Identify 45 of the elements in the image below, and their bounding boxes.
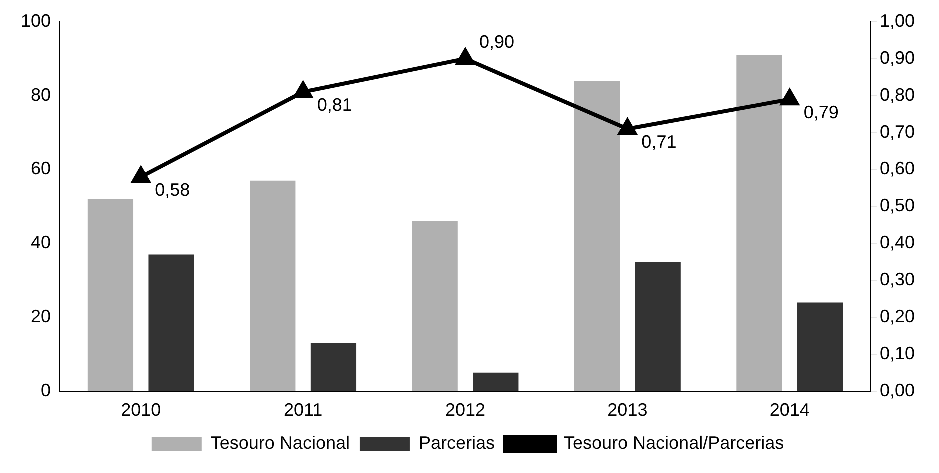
- bar: [88, 199, 134, 392]
- bar: [797, 302, 844, 392]
- y-tick-label: 60: [31, 158, 52, 179]
- y2-tick-label: 0,70: [880, 122, 916, 142]
- data-label: 0,90: [480, 32, 515, 52]
- point: [618, 119, 637, 136]
- point: [294, 82, 312, 98]
- y2-tick-label: 0,60: [880, 158, 916, 179]
- legend-label: Parcerias: [418, 432, 496, 453]
- y2-tick-label: 0,50: [880, 196, 916, 216]
- point: [780, 90, 799, 106]
- data-label: 0,79: [804, 102, 839, 123]
- point: [132, 167, 150, 184]
- bar: [635, 262, 681, 392]
- y2-tick-label: 0,80: [880, 84, 916, 105]
- y-tick-label: 100: [20, 10, 52, 31]
- y2-tick-label: 0,30: [880, 270, 916, 290]
- x-tick-label: 2013: [608, 400, 648, 420]
- point: [456, 48, 474, 65]
- x-tick-label: 2011: [284, 400, 323, 420]
- legend-label: Tesouro Nacional: [210, 432, 350, 453]
- legend-label: Tesouro Nacional/Parcerias: [564, 432, 784, 453]
- bar: [250, 180, 296, 392]
- y2-tick-label: 0,40: [880, 232, 916, 253]
- bar: [574, 81, 620, 392]
- y-tick-label: 20: [31, 306, 52, 326]
- x-tick-label: 2012: [445, 400, 486, 420]
- y2-tick-label: 0,00: [880, 380, 916, 400]
- bar: [310, 343, 357, 392]
- y2-tick-label: 0,10: [880, 343, 916, 364]
- y2-tick-label: 1,00: [880, 10, 916, 31]
- y-tick-label: 0: [41, 380, 52, 400]
- x-tick-label: 2014: [770, 400, 810, 420]
- x-tick-label: 2010: [121, 400, 162, 420]
- bar: [736, 55, 782, 392]
- bar: [412, 221, 458, 392]
- y2-tick-label: 0,90: [880, 48, 916, 68]
- y2-tick-label: 0,20: [880, 306, 916, 326]
- bar: [473, 372, 519, 392]
- y-tick-label: 80: [31, 84, 52, 105]
- data-label: 0,58: [155, 180, 190, 200]
- y-tick-label: 40: [31, 232, 52, 253]
- data-label: 0,81: [317, 95, 352, 116]
- bar: [148, 254, 194, 392]
- data-label: 0,71: [642, 132, 677, 152]
